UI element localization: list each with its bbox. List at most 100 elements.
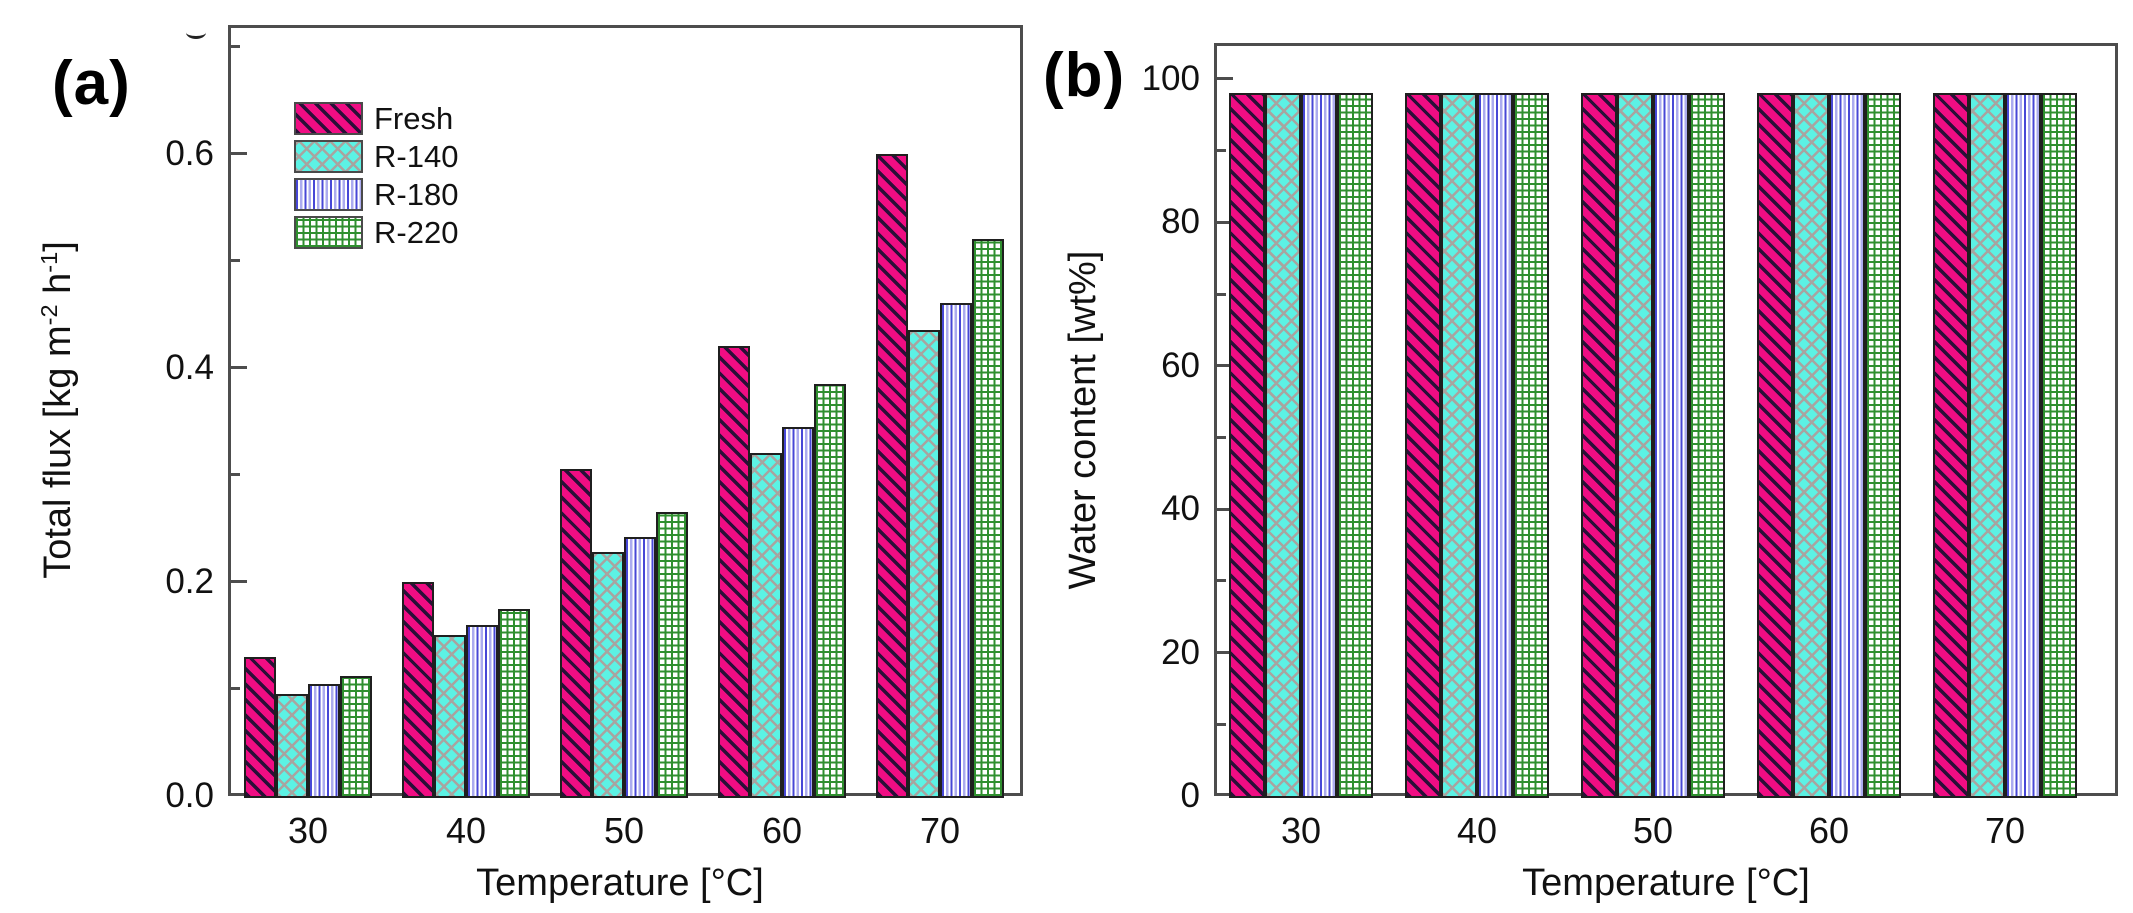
y-tick-label: 20 [1161,632,1200,672]
legend-label-r140: R-140 [374,139,459,174]
panel-a-label: (a) [52,49,131,118]
y-major-tick [1217,507,1233,511]
bar-fresh-40 [1405,93,1441,798]
bar-r220-40 [498,608,530,798]
y-minor-tick [1217,435,1226,439]
bar-r180-40 [1477,93,1513,798]
y-minor-tick [231,259,240,263]
legend-label-r180: R-180 [374,177,459,212]
y-major-tick [1217,364,1233,368]
y-axis-title-segment: -2 [36,304,63,326]
bar-r220-60 [1865,93,1901,798]
bar-fresh-60 [1757,93,1793,798]
y-tick-label: 60 [1161,345,1200,385]
y-minor-tick [231,687,240,691]
y-axis-title-segment: -1 [36,251,63,273]
bar-fresh-70 [1933,93,1969,798]
bar-r180-60 [1829,93,1865,798]
y-tick-label: 40 [1161,489,1200,529]
x-tick-label: 60 [1808,810,1850,851]
bar-r220-50 [1689,93,1725,798]
y-minor-tick [231,473,240,477]
y-minor-tick [1217,292,1226,296]
cropped-glyph-artifact [186,26,206,39]
bar-r180-70 [2005,93,2041,798]
y-major-tick [231,580,247,584]
bar-fresh-50 [560,469,592,798]
bar-r180-40 [466,624,498,798]
y-axis-title-segment: h [37,272,79,305]
y-major-tick [1217,220,1233,224]
legend-item-fresh: Fresh [294,102,453,135]
bar-r180-50 [624,536,656,798]
y-tick-label: 0 [1180,776,1200,815]
legend-item-r220: R-220 [294,216,458,249]
y-major-tick [1217,651,1233,655]
panel-b-x-axis-title: Temperature [°C] [1522,862,1810,904]
y-tick-label: 0.0 [165,776,214,815]
bar-r140-70 [1969,93,2005,798]
bar-r140-40 [434,635,466,798]
bar-r140-50 [1617,93,1653,798]
bar-r220-60 [814,383,846,798]
legend-swatch-r220-icon [294,216,363,249]
y-minor-tick [1217,149,1226,153]
y-axis-title-segment: ] [37,241,79,252]
bar-r220-70 [2041,93,2077,798]
bar-r220-30 [1337,93,1373,798]
legend-label-r220: R-220 [374,215,459,250]
y-minor-tick [1217,579,1226,583]
bar-fresh-70 [876,153,908,798]
panel-a-x-axis-title: Temperature [°C] [476,862,764,904]
bar-r220-50 [656,512,688,798]
bar-fresh-60 [718,346,750,798]
y-minor-tick [231,44,240,48]
bar-r180-30 [308,683,340,798]
x-tick-label: 70 [919,810,961,851]
bar-r140-50 [592,551,624,798]
panel-b-label: (b) [1043,41,1126,110]
legend-swatch-r180-icon [294,178,363,211]
x-tick-label: 30 [287,810,329,851]
legend-label-fresh: Fresh [374,101,454,136]
bar-r140-30 [1265,93,1301,798]
bar-fresh-50 [1581,93,1617,798]
bar-r140-70 [908,330,940,798]
bar-r140-40 [1441,93,1477,798]
bar-fresh-30 [244,656,276,798]
y-major-tick [231,366,247,370]
legend-swatch-r140-icon [294,140,363,173]
x-tick-label: 40 [1456,810,1498,851]
x-tick-label: 30 [1280,810,1322,851]
bar-r180-30 [1301,93,1337,798]
panel-a-y-axis-title: Total flux [kg m-2 h-1] [35,130,81,690]
bar-fresh-30 [1229,93,1265,798]
bar-r180-60 [782,426,814,798]
legend-item-r180: R-180 [294,178,458,211]
panel-b-y-axis-title: Water content [wt%] [1060,140,1106,700]
legend-swatch-fresh-icon [294,102,363,135]
y-tick-label: 80 [1161,202,1200,242]
y-tick-label: 0.2 [165,561,214,601]
bar-r180-50 [1653,93,1689,798]
bar-r140-60 [1793,93,1829,798]
y-minor-tick [1217,722,1226,726]
y-major-tick [1217,77,1233,81]
x-tick-label: 60 [761,810,803,851]
bar-r220-30 [340,676,372,798]
bar-r220-40 [1513,93,1549,798]
y-tick-label: 100 [1141,58,1200,98]
y-tick-label: 0.4 [165,347,214,387]
y-major-tick [231,152,247,155]
y-axis-title-segment: Water content [wt%] [1062,250,1104,590]
legend-item-r140: R-140 [294,140,458,173]
x-tick-label: 50 [1632,810,1674,851]
x-tick-label: 70 [1984,810,2026,851]
bar-fresh-40 [402,581,434,798]
bar-r180-70 [940,303,972,798]
x-tick-label: 40 [445,810,487,851]
bar-r220-70 [972,239,1004,798]
x-tick-label: 50 [603,810,645,851]
bar-r140-30 [276,694,308,798]
